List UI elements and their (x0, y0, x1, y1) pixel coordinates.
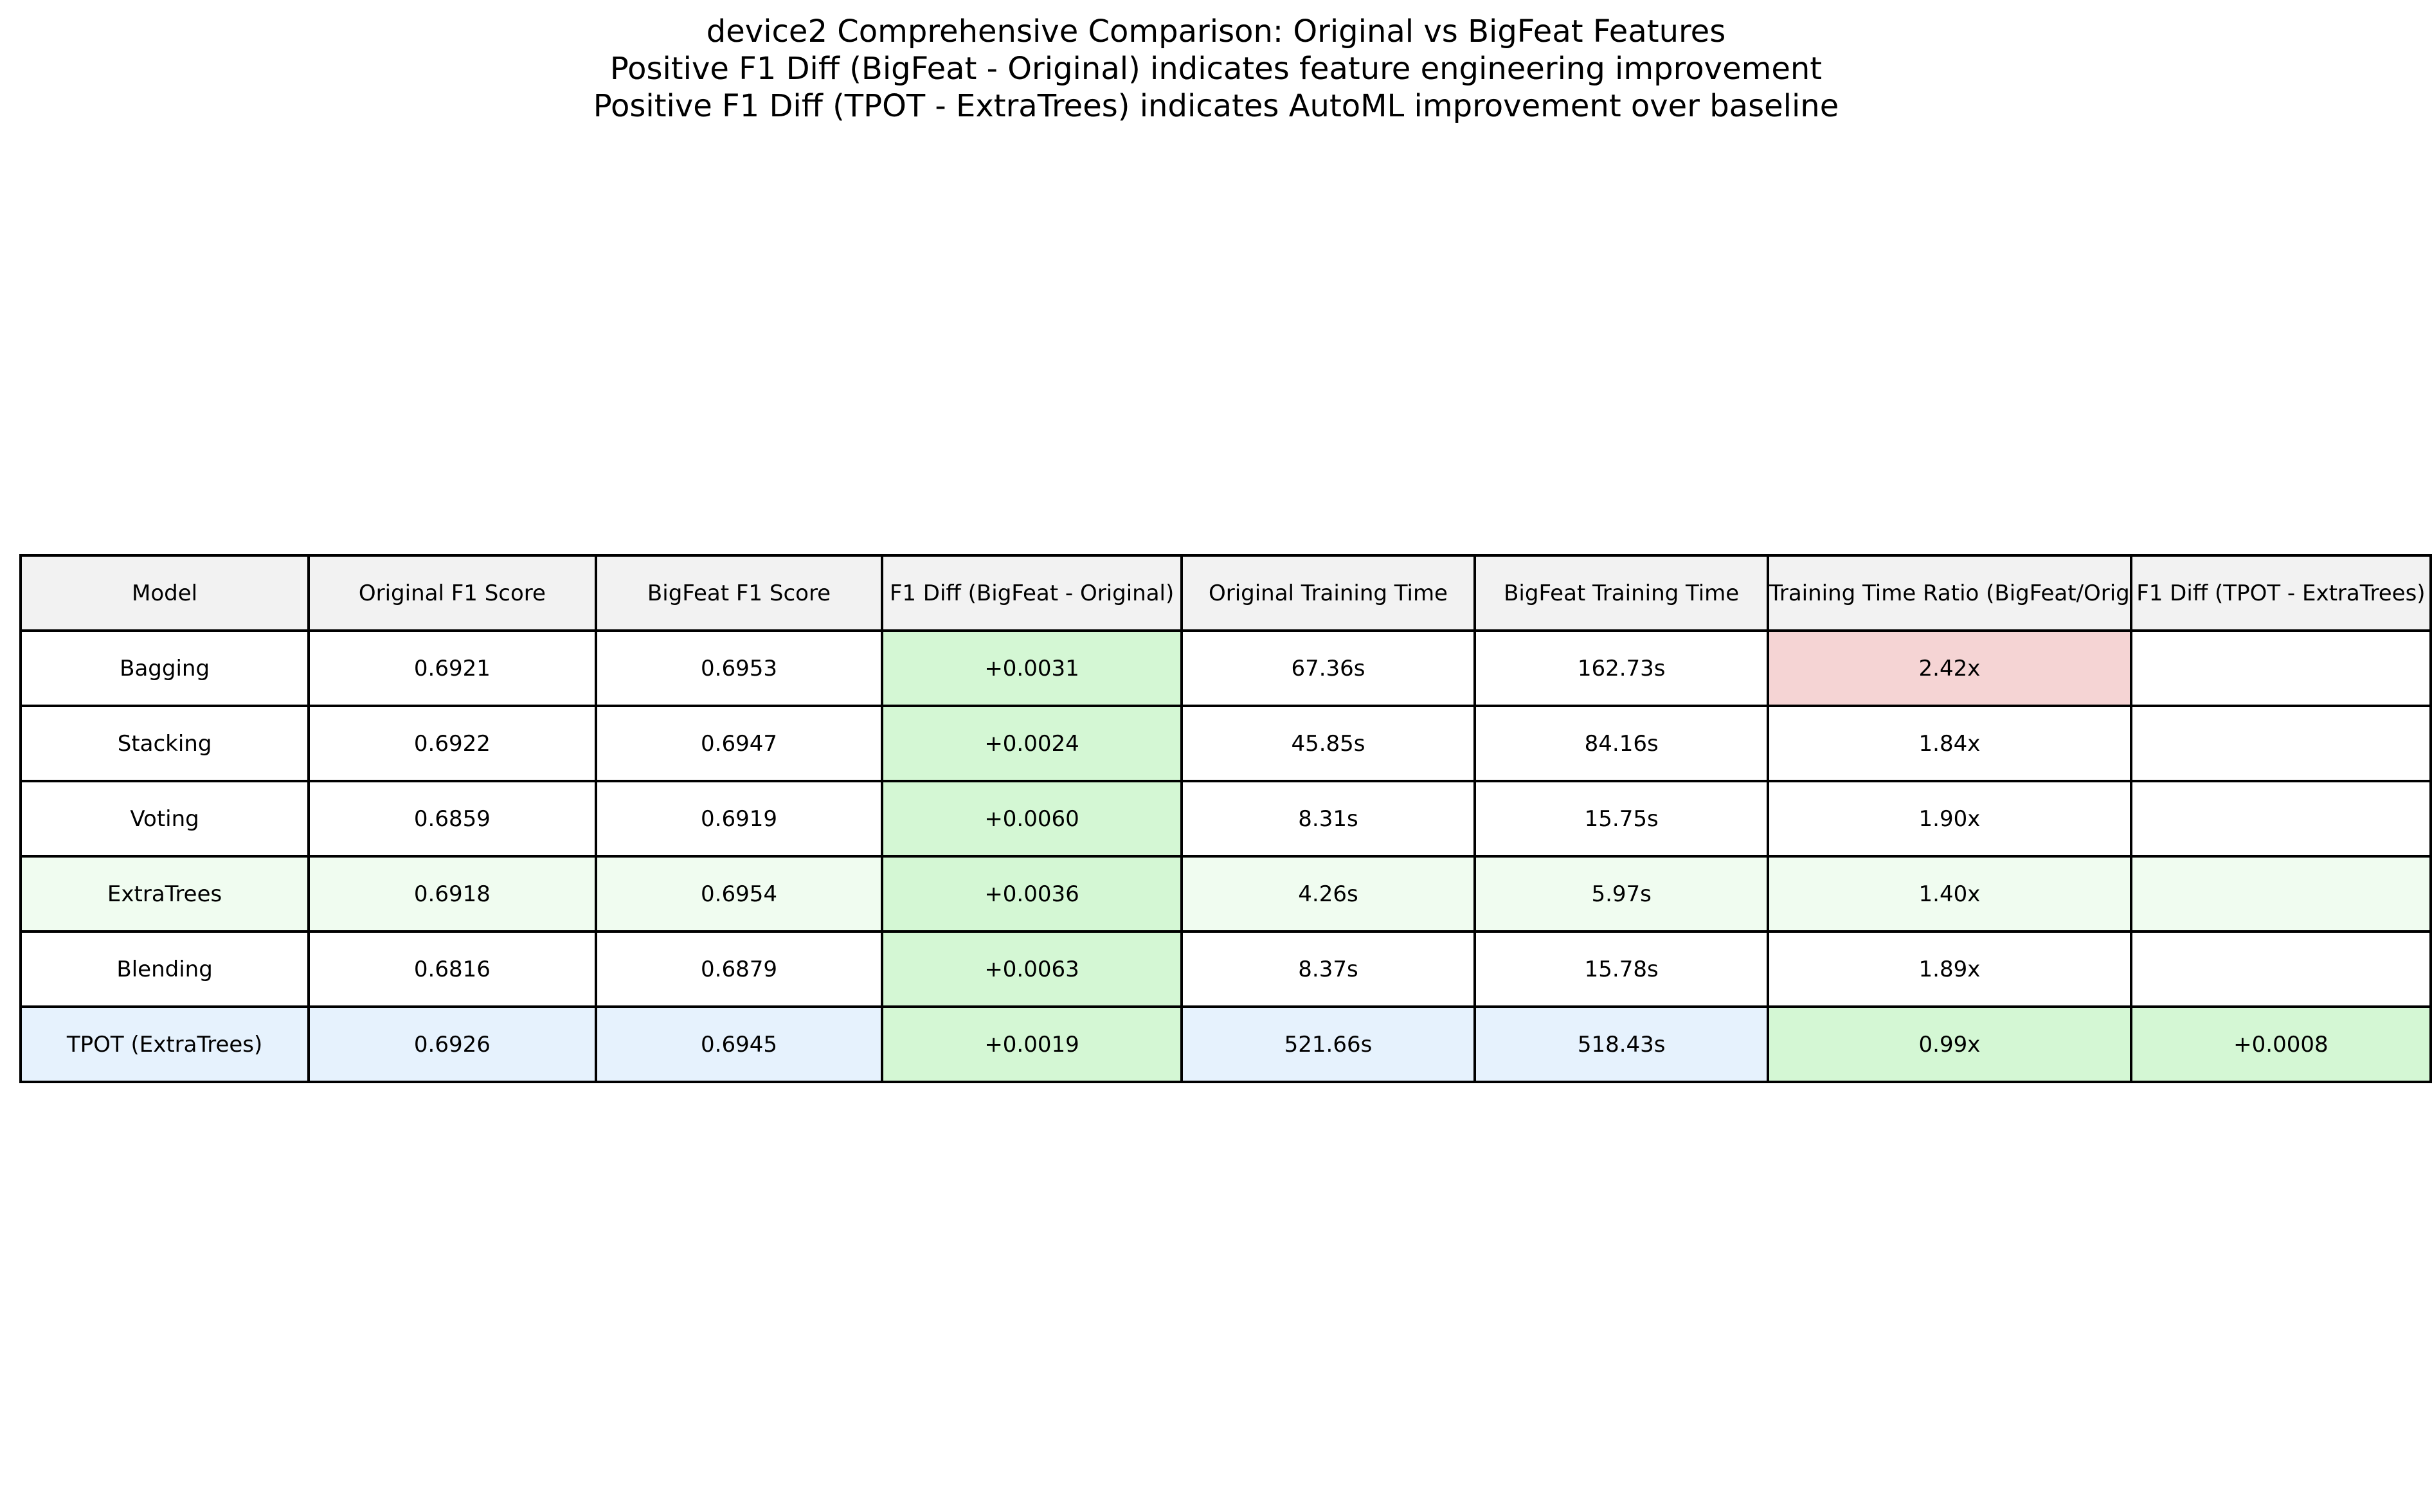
cell-model: Voting (19, 780, 311, 858)
table-row-blending: Blending 0.6816 0.6879 +0.0063 8.37s 15.… (19, 930, 2432, 1008)
cell-model: ExtraTrees (19, 855, 311, 933)
cell-bigfeat-f1: 0.6879 (594, 930, 884, 1008)
cell-tpot-diff (2129, 930, 2432, 1008)
cell-model: Stacking (19, 705, 311, 782)
header-cell-tpot-diff: F1 Diff (TPOT - ExtraTrees) (2129, 554, 2432, 632)
cell-f1-diff: +0.0063 (881, 930, 1183, 1008)
cell-bigfeat-f1: 0.6947 (594, 705, 884, 782)
cell-tpot-diff (2129, 629, 2432, 707)
header-cell-model: Model (19, 554, 311, 632)
cell-original-time: 8.37s (1180, 930, 1477, 1008)
cell-bigfeat-f1: 0.6954 (594, 855, 884, 933)
cell-f1-diff: +0.0036 (881, 855, 1183, 933)
cell-time-ratio: 1.84x (1767, 705, 2132, 782)
cell-original-time: 67.36s (1180, 629, 1477, 707)
table-header-row: Model Original F1 Score BigFeat F1 Score… (19, 554, 2432, 632)
cell-tpot-diff: +0.0008 (2129, 1005, 2432, 1083)
cell-tpot-diff (2129, 855, 2432, 933)
cell-original-f1: 0.6926 (307, 1005, 597, 1083)
cell-original-time: 8.31s (1180, 780, 1477, 858)
chart-subtitle-1: Positive F1 Diff (BigFeat - Original) in… (609, 51, 1823, 87)
cell-original-f1: 0.6859 (307, 780, 597, 858)
cell-time-ratio: 1.40x (1767, 855, 2132, 933)
cell-f1-diff: +0.0031 (881, 629, 1183, 707)
cell-bigfeat-f1: 0.6919 (594, 780, 884, 858)
cell-time-ratio: 1.90x (1767, 780, 2132, 858)
cell-original-f1: 0.6918 (307, 855, 597, 933)
cell-original-time: 4.26s (1180, 855, 1477, 933)
cell-f1-diff: +0.0060 (881, 780, 1183, 858)
table-row-tpot-extratrees: TPOT (ExtraTrees) 0.6926 0.6945 +0.0019 … (19, 1005, 2432, 1083)
cell-model: TPOT (ExtraTrees) (19, 1005, 311, 1083)
cell-bigfeat-f1: 0.6953 (594, 629, 884, 707)
header-cell-bigfeat-time: BigFeat Training Time (1473, 554, 1770, 632)
header-cell-original-time: Original Training Time (1180, 554, 1477, 632)
header-cell-time-ratio: Training Time Ratio (BigFeat/Orig (1767, 554, 2132, 632)
comparison-table-container: Model Original F1 Score BigFeat F1 Score… (19, 554, 2432, 1083)
cell-bigfeat-time: 5.97s (1473, 855, 1770, 933)
cell-time-ratio: 0.99x (1767, 1005, 2132, 1083)
chart-subtitle-2: Positive F1 Diff (TPOT - ExtraTrees) ind… (593, 88, 1839, 124)
cell-f1-diff: +0.0024 (881, 705, 1183, 782)
cell-model: Bagging (19, 629, 311, 707)
cell-bigfeat-time: 162.73s (1473, 629, 1770, 707)
cell-tpot-diff (2129, 705, 2432, 782)
cell-bigfeat-time: 15.75s (1473, 780, 1770, 858)
cell-bigfeat-time: 15.78s (1473, 930, 1770, 1008)
cell-original-time: 45.85s (1180, 705, 1477, 782)
cell-original-f1: 0.6921 (307, 629, 597, 707)
cell-time-ratio: 1.89x (1767, 930, 2132, 1008)
cell-bigfeat-time: 518.43s (1473, 1005, 1770, 1083)
header-cell-original-f1: Original F1 Score (307, 554, 597, 632)
chart-title-block: device2 Comprehensive Comparison: Origin… (0, 13, 2432, 125)
header-cell-f1-diff: F1 Diff (BigFeat - Original) (881, 554, 1183, 632)
cell-f1-diff: +0.0019 (881, 1005, 1183, 1083)
cell-bigfeat-f1: 0.6945 (594, 1005, 884, 1083)
cell-bigfeat-time: 84.16s (1473, 705, 1770, 782)
chart-title: device2 Comprehensive Comparison: Origin… (706, 14, 1726, 50)
comparison-table: Model Original F1 Score BigFeat F1 Score… (19, 554, 2432, 1083)
table-row-voting: Voting 0.6859 0.6919 +0.0060 8.31s 15.75… (19, 780, 2432, 858)
cell-model: Blending (19, 930, 311, 1008)
table-row-extratrees: ExtraTrees 0.6918 0.6954 +0.0036 4.26s 5… (19, 855, 2432, 933)
header-cell-bigfeat-f1: BigFeat F1 Score (594, 554, 884, 632)
table-row-bagging: Bagging 0.6921 0.6953 +0.0031 67.36s 162… (19, 629, 2432, 707)
cell-time-ratio: 2.42x (1767, 629, 2132, 707)
cell-tpot-diff (2129, 780, 2432, 858)
cell-original-f1: 0.6922 (307, 705, 597, 782)
cell-original-f1: 0.6816 (307, 930, 597, 1008)
cell-original-time: 521.66s (1180, 1005, 1477, 1083)
table-row-stacking: Stacking 0.6922 0.6947 +0.0024 45.85s 84… (19, 705, 2432, 782)
